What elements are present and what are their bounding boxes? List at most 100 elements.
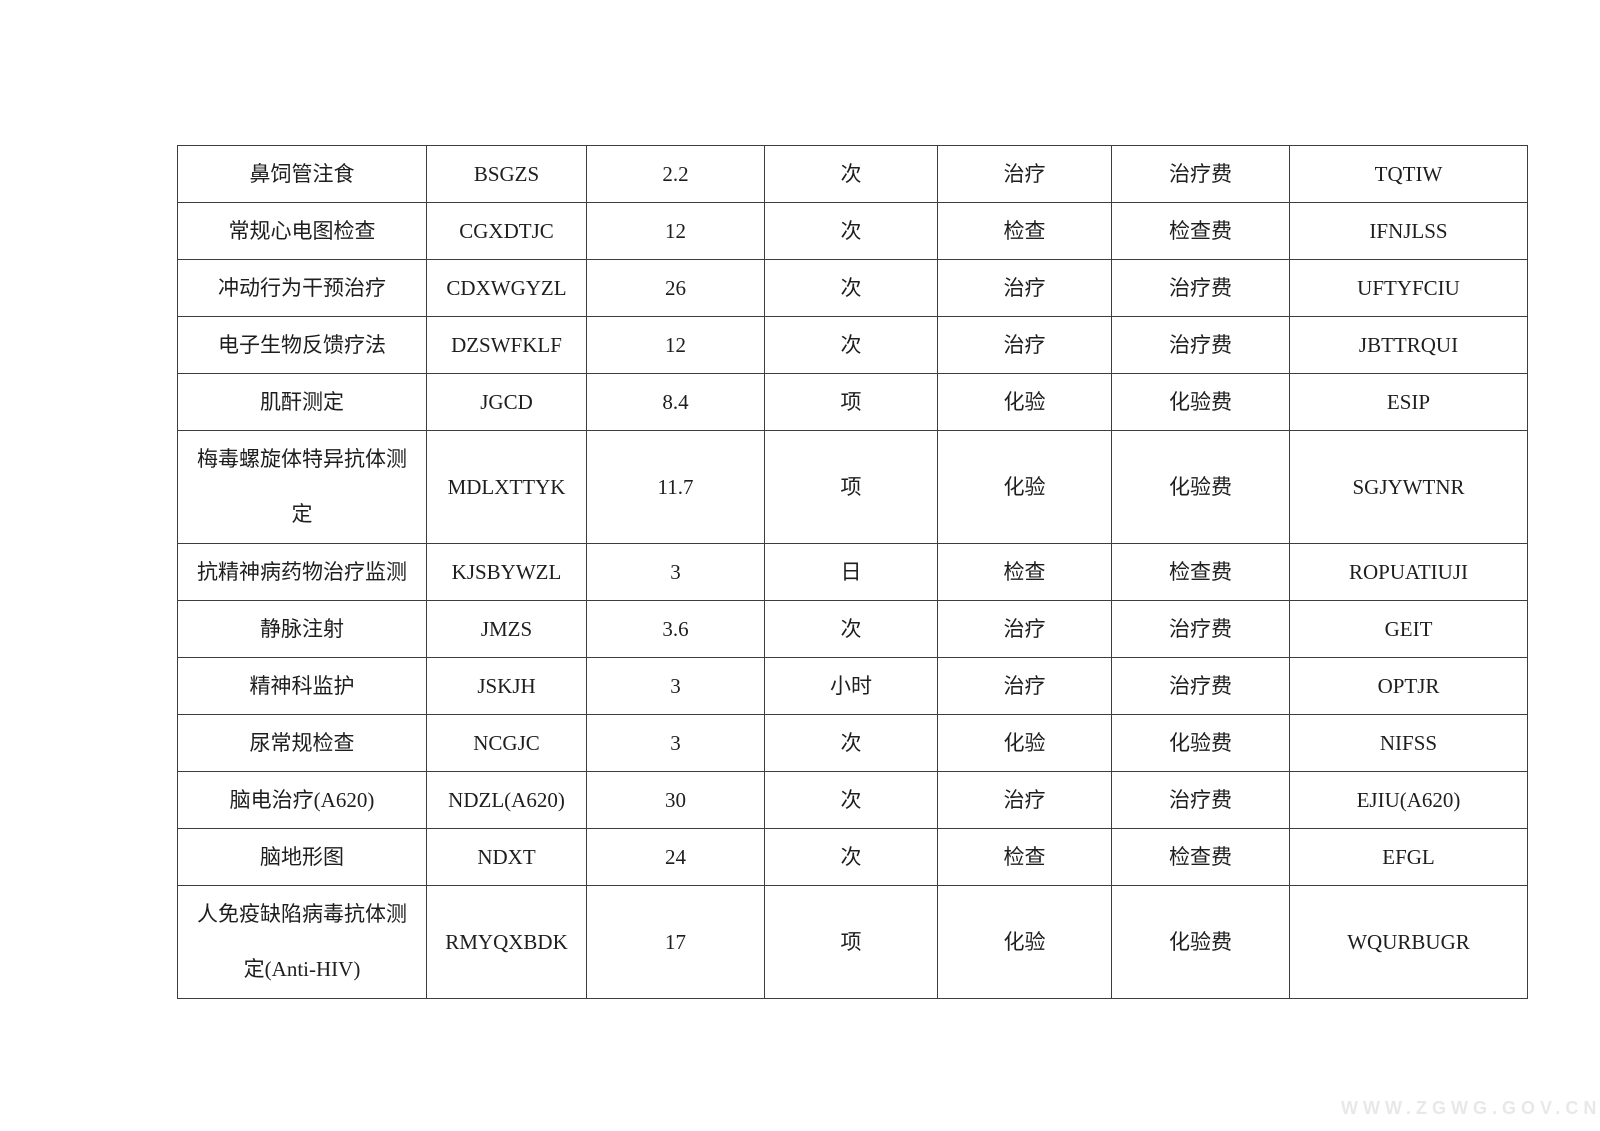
table-row: 冲动行为干预治疗 CDXWGYZL 26 次 治疗 治疗费 UFTYFCIU bbox=[177, 259, 1528, 317]
item-code2-cell: GEIT bbox=[1289, 600, 1528, 658]
item-code-cell: MDLXTTYK bbox=[426, 430, 587, 544]
item-unit-cell: 项 bbox=[764, 373, 938, 431]
item-code-cell: JMZS bbox=[426, 600, 587, 658]
item-code2-cell: TQTIW bbox=[1289, 145, 1528, 203]
item-fee-type-cell: 治疗费 bbox=[1111, 771, 1290, 829]
item-value-cell: 8.4 bbox=[586, 373, 765, 431]
table-body: 鼻饲管注食 BSGZS 2.2 次 治疗 治疗费 TQTIW 常规心电图检查 C… bbox=[177, 145, 1528, 999]
item-unit-cell: 次 bbox=[764, 600, 938, 658]
item-name-cell: 精神科监护 bbox=[177, 657, 427, 715]
item-value-cell: 3 bbox=[586, 543, 765, 601]
table-row: 脑地形图 NDXT 24 次 检查 检查费 EFGL bbox=[177, 828, 1528, 886]
item-fee-type-cell: 治疗费 bbox=[1111, 657, 1290, 715]
medical-fee-items-table: 鼻饲管注食 BSGZS 2.2 次 治疗 治疗费 TQTIW 常规心电图检查 C… bbox=[177, 145, 1528, 999]
table-row: 梅毒螺旋体特异抗体测定 MDLXTTYK 11.7 项 化验 化验费 SGJYW… bbox=[177, 430, 1528, 544]
item-category-cell: 治疗 bbox=[937, 316, 1112, 374]
item-value-cell: 17 bbox=[586, 885, 765, 999]
item-name-cell: 常规心电图检查 bbox=[177, 202, 427, 260]
item-value-cell: 3 bbox=[586, 657, 765, 715]
item-code2-cell: JBTTRQUI bbox=[1289, 316, 1528, 374]
item-fee-type-cell: 化验费 bbox=[1111, 885, 1290, 999]
item-code-cell: NCGJC bbox=[426, 714, 587, 772]
item-unit-cell: 次 bbox=[764, 771, 938, 829]
item-name-cell: 梅毒螺旋体特异抗体测定 bbox=[177, 430, 427, 544]
item-code2-cell: IFNJLSS bbox=[1289, 202, 1528, 260]
item-fee-type-cell: 化验费 bbox=[1111, 714, 1290, 772]
item-code-cell: JGCD bbox=[426, 373, 587, 431]
table-row: 常规心电图检查 CGXDTJC 12 次 检查 检查费 IFNJLSS bbox=[177, 202, 1528, 260]
item-code2-cell: SGJYWTNR bbox=[1289, 430, 1528, 544]
item-fee-type-cell: 化验费 bbox=[1111, 373, 1290, 431]
table-row: 电子生物反馈疗法 DZSWFKLF 12 次 治疗 治疗费 JBTTRQUI bbox=[177, 316, 1528, 374]
item-category-cell: 治疗 bbox=[937, 600, 1112, 658]
item-value-cell: 12 bbox=[586, 202, 765, 260]
item-fee-type-cell: 治疗费 bbox=[1111, 145, 1290, 203]
item-value-cell: 26 bbox=[586, 259, 765, 317]
item-value-cell: 30 bbox=[586, 771, 765, 829]
item-fee-type-cell: 治疗费 bbox=[1111, 316, 1290, 374]
item-unit-cell: 小时 bbox=[764, 657, 938, 715]
item-fee-type-cell: 治疗费 bbox=[1111, 259, 1290, 317]
item-code-cell: CDXWGYZL bbox=[426, 259, 587, 317]
item-category-cell: 检查 bbox=[937, 543, 1112, 601]
item-code2-cell: ROPUATIUJI bbox=[1289, 543, 1528, 601]
item-code-cell: CGXDTJC bbox=[426, 202, 587, 260]
item-code2-cell: NIFSS bbox=[1289, 714, 1528, 772]
item-name-cell: 人免疫缺陷病毒抗体测定(Anti-HIV) bbox=[177, 885, 427, 999]
item-value-cell: 12 bbox=[586, 316, 765, 374]
item-code2-cell: EJIU(A620) bbox=[1289, 771, 1528, 829]
item-code-cell: NDXT bbox=[426, 828, 587, 886]
item-name-cell: 电子生物反馈疗法 bbox=[177, 316, 427, 374]
item-unit-cell: 次 bbox=[764, 316, 938, 374]
item-code-cell: NDZL(A620) bbox=[426, 771, 587, 829]
item-name-cell: 抗精神病药物治疗监测 bbox=[177, 543, 427, 601]
item-unit-cell: 次 bbox=[764, 828, 938, 886]
item-category-cell: 化验 bbox=[937, 885, 1112, 999]
item-fee-type-cell: 治疗费 bbox=[1111, 600, 1290, 658]
item-name-cell: 静脉注射 bbox=[177, 600, 427, 658]
table-row: 人免疫缺陷病毒抗体测定(Anti-HIV) RMYQXBDK 17 项 化验 化… bbox=[177, 885, 1528, 999]
item-fee-type-cell: 检查费 bbox=[1111, 202, 1290, 260]
site-watermark: WWW.ZGWG.GOV.CN bbox=[1341, 1098, 1600, 1118]
item-category-cell: 治疗 bbox=[937, 657, 1112, 715]
item-unit-cell: 项 bbox=[764, 885, 938, 999]
item-category-cell: 治疗 bbox=[937, 145, 1112, 203]
item-code2-cell: OPTJR bbox=[1289, 657, 1528, 715]
item-category-cell: 检查 bbox=[937, 828, 1112, 886]
item-name-cell: 脑电治疗(A620) bbox=[177, 771, 427, 829]
item-category-cell: 治疗 bbox=[937, 259, 1112, 317]
item-value-cell: 3.6 bbox=[586, 600, 765, 658]
item-unit-cell: 项 bbox=[764, 430, 938, 544]
item-category-cell: 检查 bbox=[937, 202, 1112, 260]
item-category-cell: 治疗 bbox=[937, 771, 1112, 829]
item-unit-cell: 次 bbox=[764, 714, 938, 772]
item-value-cell: 24 bbox=[586, 828, 765, 886]
item-code-cell: RMYQXBDK bbox=[426, 885, 587, 999]
item-fee-type-cell: 检查费 bbox=[1111, 828, 1290, 886]
item-category-cell: 化验 bbox=[937, 430, 1112, 544]
item-name-cell: 冲动行为干预治疗 bbox=[177, 259, 427, 317]
item-code-cell: BSGZS bbox=[426, 145, 587, 203]
item-code2-cell: UFTYFCIU bbox=[1289, 259, 1528, 317]
item-name-cell: 尿常规检查 bbox=[177, 714, 427, 772]
item-value-cell: 3 bbox=[586, 714, 765, 772]
table-row: 肌酐测定 JGCD 8.4 项 化验 化验费 ESIP bbox=[177, 373, 1528, 431]
table-row: 静脉注射 JMZS 3.6 次 治疗 治疗费 GEIT bbox=[177, 600, 1528, 658]
table-row: 尿常规检查 NCGJC 3 次 化验 化验费 NIFSS bbox=[177, 714, 1528, 772]
item-unit-cell: 次 bbox=[764, 202, 938, 260]
item-unit-cell: 日 bbox=[764, 543, 938, 601]
item-name-cell: 肌酐测定 bbox=[177, 373, 427, 431]
item-code2-cell: WQURBUGR bbox=[1289, 885, 1528, 999]
table-row: 抗精神病药物治疗监测 KJSBYWZL 3 日 检查 检查费 ROPUATIUJ… bbox=[177, 543, 1528, 601]
table-row: 鼻饲管注食 BSGZS 2.2 次 治疗 治疗费 TQTIW bbox=[177, 145, 1528, 203]
item-name-cell: 脑地形图 bbox=[177, 828, 427, 886]
item-unit-cell: 次 bbox=[764, 145, 938, 203]
table-row: 脑电治疗(A620) NDZL(A620) 30 次 治疗 治疗费 EJIU(A… bbox=[177, 771, 1528, 829]
item-unit-cell: 次 bbox=[764, 259, 938, 317]
item-name-cell: 鼻饲管注食 bbox=[177, 145, 427, 203]
item-fee-type-cell: 化验费 bbox=[1111, 430, 1290, 544]
item-fee-type-cell: 检查费 bbox=[1111, 543, 1290, 601]
item-value-cell: 2.2 bbox=[586, 145, 765, 203]
item-code-cell: JSKJH bbox=[426, 657, 587, 715]
